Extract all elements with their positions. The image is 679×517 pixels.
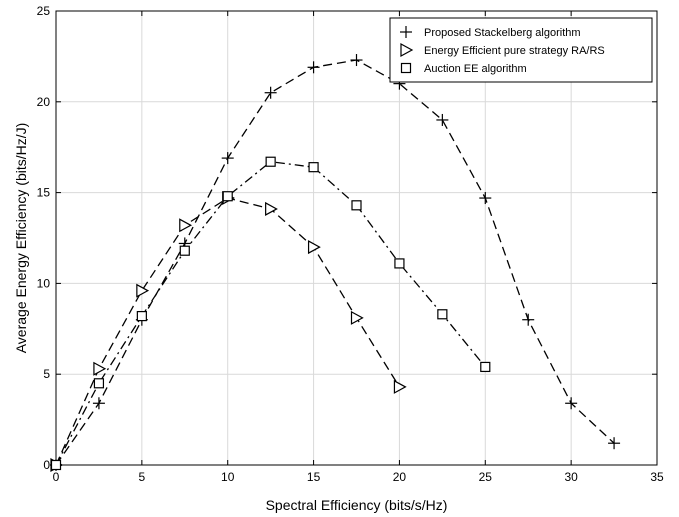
data-point-square xyxy=(265,156,276,167)
data-point-plus xyxy=(565,397,578,410)
data-point-plus xyxy=(436,113,449,126)
data-point-plus xyxy=(307,61,320,74)
x-tick-label: 35 xyxy=(650,470,664,484)
data-point-square xyxy=(93,378,105,389)
data-point-plus xyxy=(92,397,105,410)
y-axis-label: Average Energy Efficiency (bits/Hz/J) xyxy=(13,123,29,354)
data-point-plus xyxy=(350,54,363,67)
data-point-triangle-right xyxy=(136,283,150,298)
data-point-square xyxy=(50,459,62,471)
y-tick-label: 10 xyxy=(37,276,51,290)
data-point-triangle-right xyxy=(307,240,321,255)
data-point-triangle-right xyxy=(93,361,107,376)
series-layer xyxy=(50,54,621,473)
data-point-triangle-right xyxy=(393,379,407,394)
legend: Proposed Stackelberg algorithm Energy Ef… xyxy=(389,17,653,83)
legend-entry-stackelberg: Proposed Stackelberg algorithm xyxy=(424,27,581,39)
data-point-plus xyxy=(221,152,234,165)
data-point-square xyxy=(222,191,233,202)
axis-ticks: 0 5 10 15 20 25 30 35 0 5 10 15 20 25 xyxy=(37,4,664,484)
y-tick-label: 20 xyxy=(37,95,51,109)
x-tick-label: 10 xyxy=(221,470,235,484)
series-line-0 xyxy=(55,59,615,466)
data-point-triangle-right xyxy=(265,201,278,216)
y-tick-label: 15 xyxy=(37,186,51,200)
x-tick-label: 0 xyxy=(53,470,60,484)
data-point-plus xyxy=(522,313,535,326)
x-tick-label: 15 xyxy=(307,470,321,484)
data-point-square xyxy=(351,200,362,211)
legend-marker-symbol xyxy=(400,62,412,74)
data-point-plus xyxy=(264,86,277,99)
legend-marker-square xyxy=(400,62,412,74)
data-point-square xyxy=(437,309,448,320)
data-point-square xyxy=(480,361,491,373)
legend-box xyxy=(389,17,653,83)
x-axis-label: Spectral Efficiency (bits/s/Hz) xyxy=(266,497,448,513)
series-2 xyxy=(50,156,491,471)
plot-frame xyxy=(55,10,658,466)
legend-marker-symbol xyxy=(400,42,414,58)
data-point-triangle-right xyxy=(179,218,193,233)
data-point-plus xyxy=(608,437,621,450)
data-point-square xyxy=(394,258,405,269)
legend-entry-pure-strategy: Energy Efficient pure strategy RA/RS xyxy=(424,45,605,57)
x-tick-label: 25 xyxy=(479,470,493,484)
data-point-square xyxy=(308,162,319,173)
x-tick-label: 20 xyxy=(393,470,407,484)
y-tick-label: 5 xyxy=(43,367,50,381)
x-tick-label: 5 xyxy=(139,470,146,484)
legend-marker-symbol xyxy=(400,26,412,38)
x-tick-label: 30 xyxy=(564,470,578,484)
data-point-square xyxy=(136,310,147,322)
legend-entry-auction: Auction EE algorithm xyxy=(424,63,527,75)
y-tick-label: 0 xyxy=(43,458,50,472)
data-point-triangle-right xyxy=(350,310,364,325)
data-point-plus xyxy=(479,192,492,205)
legend-marker-triangle xyxy=(400,42,414,58)
data-point-square xyxy=(179,245,190,256)
legend-marker-plus xyxy=(400,26,412,38)
y-tick-label: 25 xyxy=(37,4,51,18)
